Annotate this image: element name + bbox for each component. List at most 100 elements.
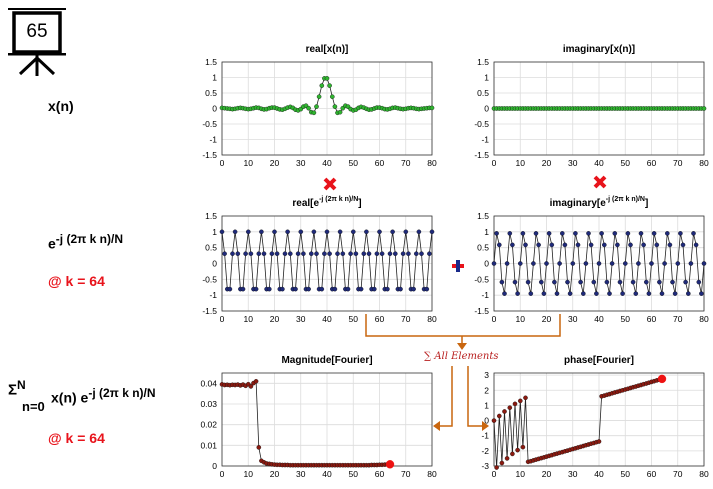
x-tick-label: 60	[647, 314, 657, 324]
x-tick-label: 0	[492, 158, 497, 168]
data-point	[596, 261, 602, 266]
data-point	[295, 251, 301, 256]
data-point	[403, 229, 409, 235]
data-point	[499, 460, 505, 466]
sum-lower-limit: n=0	[22, 399, 45, 414]
data-point	[562, 242, 568, 248]
data-point	[581, 291, 586, 296]
data-point	[243, 251, 248, 256]
x-tick-label: 10	[244, 314, 254, 324]
y-tick-label: 1.5	[477, 211, 489, 221]
data-point	[377, 229, 382, 235]
data-point	[491, 418, 497, 423]
data-point	[306, 105, 311, 111]
data-point	[324, 229, 330, 235]
data-point	[282, 251, 288, 256]
data-point	[520, 231, 526, 236]
data-point	[337, 109, 343, 115]
data-point	[546, 231, 552, 236]
data-point	[670, 279, 675, 285]
data-point	[419, 251, 424, 256]
data-point	[507, 231, 513, 236]
chart-title: Magnitude[Fourier]	[281, 355, 372, 366]
data-point	[641, 242, 646, 248]
data-point	[701, 106, 707, 111]
kernel-exponent: -j (2π k n)/N	[55, 232, 123, 246]
data-point	[364, 229, 369, 235]
y-tick-label: -1	[209, 290, 217, 300]
data-point	[515, 291, 520, 296]
data-point	[654, 242, 660, 248]
x-tick-label: 70	[673, 314, 683, 324]
data-point	[507, 405, 513, 411]
y-tick-label: -0.5	[202, 119, 217, 129]
data-point	[497, 413, 502, 419]
data-point	[510, 242, 515, 248]
data-point	[327, 251, 332, 256]
data-point	[427, 251, 432, 256]
data-point	[683, 279, 688, 285]
data-point	[638, 231, 644, 236]
y-tick-label: -1	[481, 290, 489, 300]
x-tick-label: 30	[296, 158, 306, 168]
y-tick-label: -0.5	[474, 274, 489, 284]
data-point	[662, 261, 667, 266]
x-tick-label: 20	[542, 314, 552, 324]
data-point	[246, 229, 251, 235]
x-tick-label: 0	[220, 314, 225, 324]
data-point	[565, 279, 570, 285]
data-point	[549, 242, 555, 248]
plot-frame	[221, 215, 433, 312]
data-point	[620, 291, 625, 296]
data-point	[353, 251, 359, 256]
sum-body-text: x(n) e	[51, 389, 89, 406]
data-point	[253, 379, 259, 384]
data-point	[586, 231, 591, 236]
data-point	[314, 104, 319, 109]
x-tick-label: 20	[270, 469, 280, 479]
data-point	[701, 261, 707, 266]
x-tick-label: 50	[349, 158, 359, 168]
sum-all-elements-annotation: ∑ All Elements	[424, 351, 499, 362]
data-point	[261, 251, 267, 256]
data-point	[520, 444, 526, 450]
y-tick-label: 1	[212, 227, 217, 237]
data-point	[512, 401, 518, 407]
data-point	[680, 242, 686, 248]
y-tick-label: 1	[212, 73, 217, 83]
data-point	[630, 279, 636, 285]
data-point	[332, 286, 338, 292]
data-point	[672, 291, 678, 296]
data-point	[552, 279, 557, 285]
x-tick-label: 80	[699, 314, 709, 324]
data-point	[259, 229, 264, 235]
data-point	[497, 242, 502, 248]
projector-screen-icon	[8, 8, 66, 76]
data-point	[685, 291, 691, 296]
data-point	[232, 229, 238, 235]
y-tick-label: 2	[484, 385, 489, 395]
data-point	[314, 251, 319, 256]
x-tick-label: 10	[244, 469, 254, 479]
data-point	[636, 261, 641, 266]
x-tick-label: 70	[401, 469, 411, 479]
y-tick-label: -0.5	[202, 274, 217, 284]
x-tick-label: 60	[647, 469, 657, 479]
x-tick-label: 40	[594, 158, 604, 168]
data-point	[504, 456, 510, 461]
highlight-point	[385, 460, 395, 469]
x-tick-label: 80	[427, 158, 437, 168]
data-point	[604, 279, 610, 285]
data-point	[301, 251, 306, 256]
x-tick-label: 70	[401, 314, 411, 324]
data-point	[536, 242, 541, 248]
y-tick-label: 0	[484, 416, 489, 426]
data-point	[340, 251, 346, 256]
y-tick-label: 0	[212, 461, 217, 471]
data-point	[416, 229, 422, 235]
data-point	[533, 231, 539, 236]
data-point	[531, 261, 536, 266]
data-point	[657, 279, 662, 285]
data-point	[222, 251, 227, 256]
x-tick-label: 0	[492, 469, 497, 479]
